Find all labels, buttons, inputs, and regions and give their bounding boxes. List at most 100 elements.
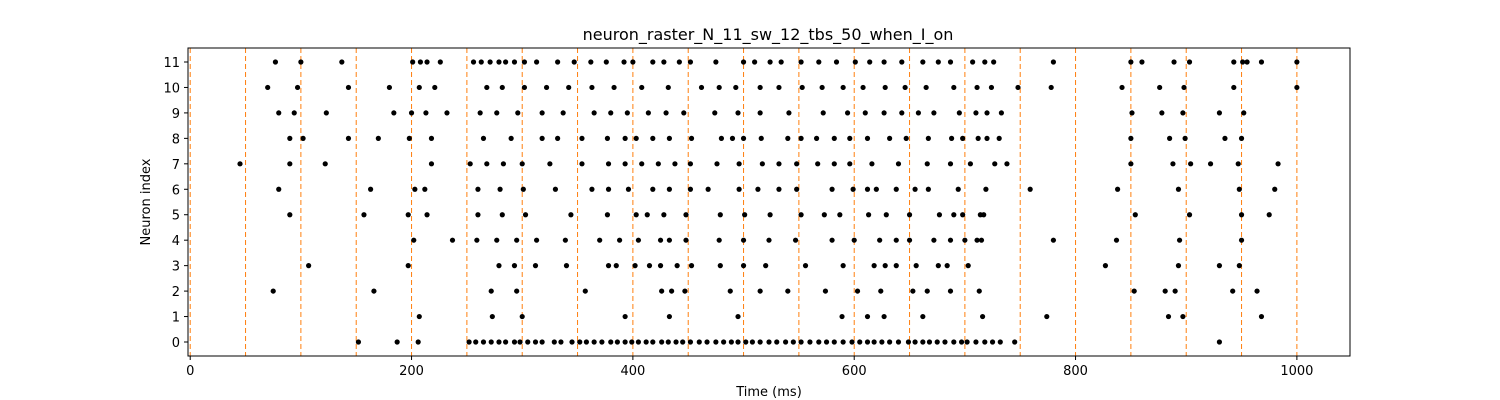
spike-point — [704, 339, 710, 345]
spike-point — [659, 339, 665, 345]
spike-point — [852, 59, 858, 65]
spike-point — [488, 339, 494, 345]
spike-point — [522, 212, 529, 218]
spike-point — [673, 339, 679, 345]
x-tick-label: 1000 — [1280, 364, 1313, 379]
spike-point — [1216, 339, 1223, 345]
spike-point — [829, 186, 835, 192]
spike-point — [1162, 288, 1168, 294]
spike-point — [924, 161, 930, 167]
spike-point — [735, 313, 741, 320]
spike-point — [705, 186, 711, 192]
spike-point — [847, 161, 853, 167]
spike-point — [960, 212, 966, 218]
spike-point — [625, 186, 632, 192]
spike-point — [997, 339, 1003, 345]
spike-point — [410, 59, 416, 65]
spike-point — [496, 59, 502, 65]
spike-point — [659, 288, 665, 294]
spike-point — [727, 288, 733, 294]
spike-point — [676, 59, 682, 65]
spike-point — [424, 212, 430, 218]
spike-point — [1170, 161, 1176, 167]
spike-point — [597, 237, 603, 243]
spike-point — [840, 263, 846, 269]
y-tick-label: 3 — [172, 260, 180, 275]
spike-point — [473, 339, 479, 345]
spike-point — [1128, 161, 1134, 167]
spike-point — [1044, 313, 1050, 320]
spike-point — [688, 263, 695, 269]
spike-point — [475, 186, 481, 192]
spike-point — [1236, 263, 1242, 269]
spike-point — [1128, 135, 1134, 141]
spike-point — [947, 59, 954, 65]
spike-point — [857, 339, 863, 345]
spike-point — [591, 110, 597, 116]
spike-point — [949, 135, 955, 141]
spike-point — [635, 237, 642, 243]
spike-point — [831, 161, 837, 167]
spike-point — [965, 263, 971, 269]
spike-point — [774, 339, 780, 345]
spike-point — [1157, 84, 1163, 91]
spike-point — [821, 212, 827, 218]
spike-point — [503, 59, 509, 65]
spike-point — [829, 237, 835, 243]
spike-point — [1241, 110, 1247, 116]
y-tick-label: 10 — [163, 81, 180, 96]
spike-point — [1238, 135, 1245, 141]
spike-point — [635, 339, 642, 345]
spike-point — [854, 288, 861, 294]
spike-point — [790, 339, 796, 345]
spike-point — [767, 59, 773, 65]
spike-point — [1238, 237, 1245, 243]
spike-point — [666, 135, 673, 141]
spike-point — [391, 110, 397, 116]
spike-point — [1222, 135, 1228, 141]
spike-point — [617, 237, 623, 243]
spike-point — [661, 59, 667, 65]
spike-point — [583, 339, 590, 345]
chart-title: neuron_raster_N_11_sw_12_tbs_50_when_I_o… — [583, 25, 954, 45]
spike-point — [786, 110, 792, 116]
y-tick-label: 7 — [172, 158, 180, 173]
spike-point — [1050, 237, 1057, 243]
spike-point — [882, 263, 888, 269]
spike-point — [816, 339, 822, 345]
spike-point — [878, 288, 884, 294]
spike-point — [785, 288, 791, 294]
spike-point — [566, 84, 572, 91]
spike-point — [519, 313, 525, 320]
spike-point — [503, 339, 509, 345]
spike-point — [1128, 59, 1134, 65]
spike-point — [1207, 161, 1214, 167]
spike-point — [499, 84, 505, 91]
spike-point — [511, 339, 518, 345]
x-tick-label: 800 — [1063, 364, 1088, 379]
y-tick-label: 6 — [172, 183, 180, 198]
spike-point — [405, 212, 411, 218]
spike-point — [1230, 288, 1236, 294]
spike-point — [696, 339, 702, 345]
spike-point — [913, 263, 919, 269]
spike-point — [511, 59, 518, 65]
spike-point — [931, 110, 937, 116]
spike-point — [763, 263, 769, 269]
spike-point — [794, 186, 800, 192]
spike-point — [903, 135, 909, 141]
spike-point — [571, 59, 577, 65]
spike-point — [934, 339, 940, 345]
spike-point — [951, 84, 957, 91]
spike-point — [1050, 59, 1057, 65]
spike-point — [412, 186, 418, 192]
spike-point — [1115, 186, 1121, 192]
spike-point — [371, 288, 377, 294]
spike-point — [1186, 212, 1193, 218]
spike-point — [735, 110, 741, 116]
spike-point — [992, 161, 998, 167]
spike-point — [902, 84, 908, 91]
spike-point — [663, 110, 669, 116]
spike-point — [1027, 186, 1033, 192]
